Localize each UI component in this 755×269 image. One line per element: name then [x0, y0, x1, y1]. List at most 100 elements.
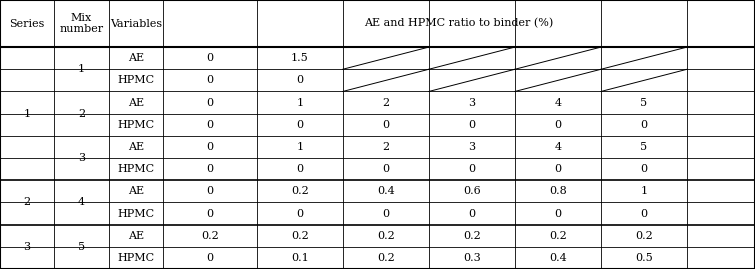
Text: AE: AE — [128, 186, 144, 196]
Bar — [515, 114, 601, 136]
Bar — [343, 47, 429, 69]
Text: 0.2: 0.2 — [549, 231, 567, 241]
Bar — [257, 247, 343, 269]
Bar — [163, 247, 257, 269]
Text: 2: 2 — [23, 197, 31, 207]
Text: 0: 0 — [382, 208, 390, 218]
Bar — [343, 158, 429, 180]
Text: 0.2: 0.2 — [377, 231, 395, 241]
Text: 0: 0 — [640, 208, 648, 218]
Text: Series: Series — [10, 19, 45, 29]
Text: 1.5: 1.5 — [291, 53, 309, 63]
Text: 5: 5 — [78, 242, 85, 252]
Bar — [109, 47, 163, 69]
Text: 3: 3 — [23, 242, 31, 252]
Bar — [343, 136, 429, 158]
Bar — [109, 69, 163, 91]
Bar — [515, 203, 601, 225]
Text: 0: 0 — [382, 120, 390, 130]
Text: 0: 0 — [296, 164, 304, 174]
Text: 0.2: 0.2 — [291, 186, 309, 196]
Text: 0.4: 0.4 — [549, 253, 567, 263]
Text: Variables: Variables — [109, 19, 162, 29]
Bar — [343, 91, 429, 114]
Bar — [163, 225, 257, 247]
Text: HPMC: HPMC — [117, 253, 155, 263]
Text: 0: 0 — [206, 164, 214, 174]
Bar — [343, 180, 429, 203]
Text: 0: 0 — [468, 208, 476, 218]
Bar — [601, 136, 687, 158]
Bar — [429, 136, 515, 158]
Bar — [163, 180, 257, 203]
Text: 0: 0 — [296, 75, 304, 85]
Bar — [343, 225, 429, 247]
Text: 1: 1 — [23, 109, 31, 119]
Text: 5: 5 — [640, 142, 648, 152]
Bar — [163, 158, 257, 180]
Bar — [515, 158, 601, 180]
Bar — [257, 136, 343, 158]
Bar — [601, 114, 687, 136]
Text: 4: 4 — [554, 98, 562, 108]
Text: 1: 1 — [78, 64, 85, 74]
Text: 2: 2 — [382, 142, 390, 152]
Text: 3: 3 — [468, 142, 476, 152]
Bar — [257, 203, 343, 225]
Text: 0: 0 — [206, 75, 214, 85]
Text: 3: 3 — [78, 153, 85, 163]
Text: 0: 0 — [554, 120, 562, 130]
Bar — [515, 47, 601, 69]
Bar — [163, 136, 257, 158]
Bar — [163, 203, 257, 225]
Text: 0: 0 — [206, 186, 214, 196]
Bar — [109, 114, 163, 136]
Bar — [163, 114, 257, 136]
Bar — [429, 203, 515, 225]
Bar — [601, 180, 687, 203]
Text: 4: 4 — [78, 197, 85, 207]
Bar — [601, 69, 687, 91]
Text: 1: 1 — [296, 98, 304, 108]
Bar — [429, 47, 515, 69]
Text: HPMC: HPMC — [117, 164, 155, 174]
Text: 0.6: 0.6 — [463, 186, 481, 196]
Bar — [601, 158, 687, 180]
Bar — [515, 180, 601, 203]
Bar — [601, 47, 687, 69]
Text: 0.8: 0.8 — [549, 186, 567, 196]
Bar — [109, 203, 163, 225]
Text: AE and HPMC ratio to binder (%): AE and HPMC ratio to binder (%) — [365, 18, 553, 29]
Bar — [163, 91, 257, 114]
Bar — [429, 91, 515, 114]
Bar — [109, 247, 163, 269]
Text: 0: 0 — [206, 208, 214, 218]
Text: 0: 0 — [296, 208, 304, 218]
Text: 0.5: 0.5 — [635, 253, 653, 263]
Bar — [429, 114, 515, 136]
Text: 0: 0 — [382, 164, 390, 174]
Text: 0: 0 — [468, 164, 476, 174]
Bar — [163, 0, 755, 47]
Text: 0: 0 — [554, 164, 562, 174]
Text: AE: AE — [128, 231, 144, 241]
Text: 0: 0 — [640, 120, 648, 130]
Bar — [429, 225, 515, 247]
Text: 1: 1 — [296, 142, 304, 152]
Bar — [257, 225, 343, 247]
Text: 0.2: 0.2 — [635, 231, 653, 241]
Text: HPMC: HPMC — [117, 208, 155, 218]
Text: 0.2: 0.2 — [291, 231, 309, 241]
Bar — [429, 247, 515, 269]
Text: 0.2: 0.2 — [463, 231, 481, 241]
Text: AE: AE — [128, 142, 144, 152]
Text: 4: 4 — [554, 142, 562, 152]
Text: 0: 0 — [468, 120, 476, 130]
Bar — [163, 69, 257, 91]
Text: AE: AE — [128, 53, 144, 63]
Bar — [601, 225, 687, 247]
Bar — [257, 158, 343, 180]
Bar — [429, 158, 515, 180]
Text: 0.2: 0.2 — [377, 253, 395, 263]
Bar — [601, 203, 687, 225]
